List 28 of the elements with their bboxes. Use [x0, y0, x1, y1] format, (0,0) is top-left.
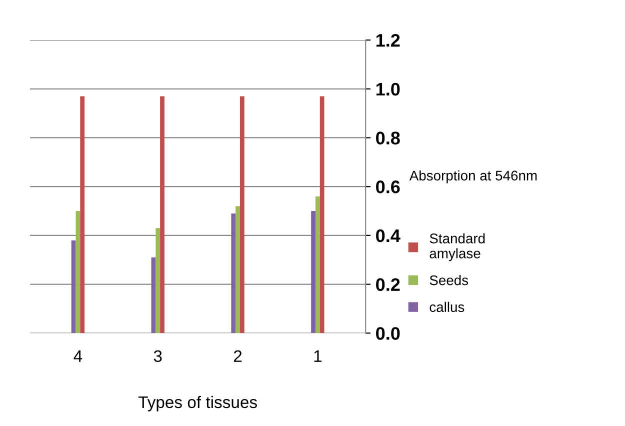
y-tick-label: 0.4	[376, 229, 400, 242]
y-tick-label: 1.0	[376, 82, 400, 96]
bar	[76, 211, 80, 334]
bar	[151, 257, 156, 334]
y-tick-label: 0.2	[376, 278, 400, 292]
x-tick-label: 4	[74, 350, 82, 362]
bar	[320, 96, 324, 334]
x-tick-label: 1	[314, 350, 322, 362]
bar	[80, 96, 85, 334]
y-tick-label: 0.6	[376, 180, 400, 194]
bar	[315, 196, 320, 334]
bar	[311, 211, 316, 334]
bar	[231, 213, 236, 334]
x-axis-title: Types of tissues	[138, 396, 257, 412]
legend-label: callus	[430, 302, 464, 312]
x-tick-label: 3	[154, 350, 162, 362]
y-tick-label: 0.0	[376, 327, 400, 340]
bar	[236, 206, 240, 334]
y-axis-title: Absorption at 546nm	[409, 170, 537, 184]
bar	[71, 240, 76, 334]
legend-label: Standard amylase	[430, 233, 485, 262]
x-tick-label: 2	[234, 350, 242, 362]
legend-label: Seeds	[430, 274, 468, 286]
bar	[240, 96, 244, 334]
y-tick-label: 0.8	[376, 132, 400, 144]
y-tick-label: 1.2	[376, 34, 400, 47]
bar	[160, 96, 164, 334]
bar	[156, 228, 160, 334]
